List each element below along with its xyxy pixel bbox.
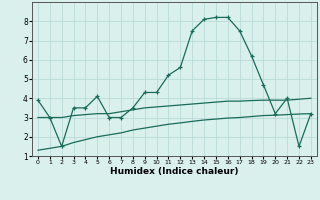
X-axis label: Humidex (Indice chaleur): Humidex (Indice chaleur) [110, 167, 239, 176]
